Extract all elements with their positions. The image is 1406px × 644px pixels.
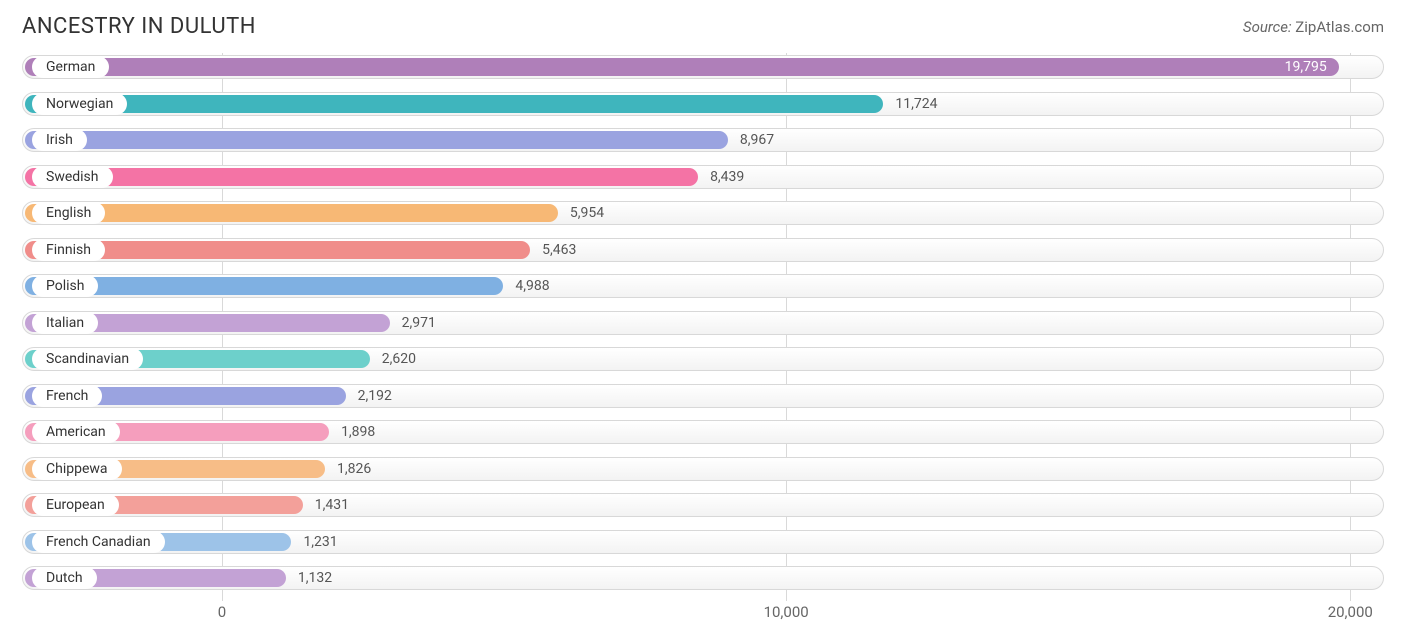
category-label: French Canadian	[32, 531, 165, 553]
axis-tick-label: 20,000	[1328, 603, 1373, 621]
ancestry-bar-chart: German 19,795 Norwegian 11,724 Irish 8,967 Swe…	[0, 47, 1406, 629]
value-label: 2,192	[358, 388, 392, 404]
table-row: European 1,431	[22, 491, 1384, 519]
chart-title: ANCESTRY IN DULUTH	[22, 14, 256, 39]
category-label: Irish	[32, 129, 87, 151]
category-label: Scandinavian	[32, 348, 143, 370]
value-label: 1,231	[303, 534, 337, 550]
table-row: French 2,192	[22, 382, 1384, 410]
value-label: 8,967	[740, 132, 774, 148]
value-label: 4,988	[515, 278, 549, 294]
source-prefix: Source:	[1243, 18, 1295, 36]
value-label: 8,439	[710, 169, 744, 185]
value-label: 5,954	[570, 205, 604, 221]
category-label: European	[32, 494, 119, 516]
table-row: English 5,954	[22, 199, 1384, 227]
value-label: 2,620	[382, 351, 416, 367]
value-label: 19,795	[1285, 59, 1327, 75]
bar	[25, 95, 883, 113]
value-label: 5,463	[542, 242, 576, 258]
table-row: Norwegian 11,724	[22, 90, 1384, 118]
value-label: 2,971	[402, 315, 436, 331]
bar	[25, 58, 1339, 76]
value-label: 1,431	[315, 497, 349, 513]
table-row: American 1,898	[22, 418, 1384, 446]
value-label: 1,132	[298, 570, 332, 586]
category-label: American	[32, 421, 120, 443]
value-label: 1,898	[341, 424, 375, 440]
source-name: ZipAtlas.com	[1295, 18, 1384, 36]
table-row: Dutch 1,132	[22, 564, 1384, 592]
table-row: Polish 4,988	[22, 272, 1384, 300]
category-label: Italian	[32, 312, 98, 334]
axis-tick-label: 10,000	[764, 603, 809, 621]
category-label: Norwegian	[32, 93, 127, 115]
value-label: 1,826	[337, 461, 371, 477]
source-attribution: Source: ZipAtlas.com	[1243, 18, 1384, 36]
bar	[25, 168, 698, 186]
bar	[25, 131, 728, 149]
table-row: Scandinavian 2,620	[22, 345, 1384, 373]
axis-tick-label: 0	[218, 603, 226, 621]
x-axis: 0 10,000 20,000	[22, 601, 1384, 629]
table-row: Finnish 5,463	[22, 236, 1384, 264]
table-row: Irish 8,967	[22, 126, 1384, 154]
chart-rows: German 19,795 Norwegian 11,724 Irish 8,967 Swe…	[22, 53, 1384, 592]
category-label: Swedish	[32, 166, 113, 188]
category-label: German	[32, 56, 109, 78]
chart-header: ANCESTRY IN DULUTH Source: ZipAtlas.com	[0, 0, 1406, 47]
value-label: 11,724	[895, 96, 937, 112]
table-row: Swedish 8,439	[22, 163, 1384, 191]
category-label: Polish	[32, 275, 98, 297]
category-label: Finnish	[32, 239, 105, 261]
table-row: French Canadian 1,231	[22, 528, 1384, 556]
category-label: French	[32, 385, 102, 407]
category-label: English	[32, 202, 105, 224]
category-label: Dutch	[32, 567, 97, 589]
category-label: Chippewa	[32, 458, 122, 480]
table-row: Chippewa 1,826	[22, 455, 1384, 483]
table-row: German 19,795	[22, 53, 1384, 81]
table-row: Italian 2,971	[22, 309, 1384, 337]
